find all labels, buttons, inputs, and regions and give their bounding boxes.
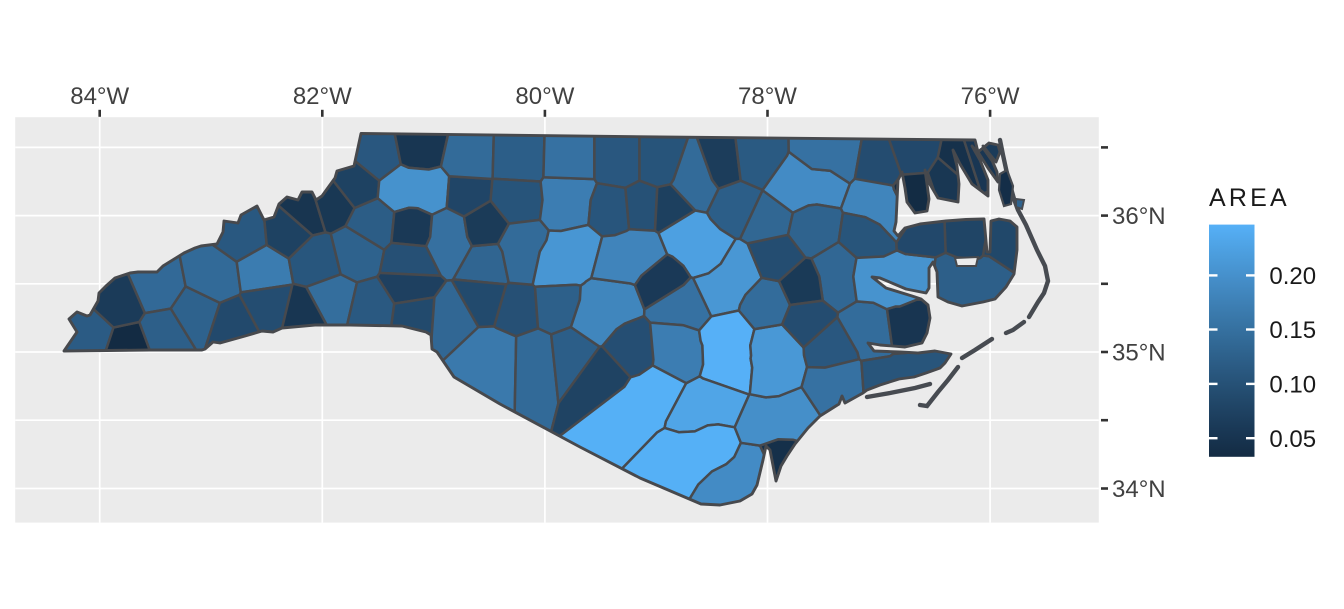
svg-text:0.15: 0.15 — [1269, 317, 1316, 344]
svg-text:34°N: 34°N — [1112, 476, 1166, 503]
svg-text:76°W: 76°W — [961, 83, 1020, 110]
svg-text:35°N: 35°N — [1112, 340, 1166, 367]
svg-text:0.10: 0.10 — [1269, 372, 1316, 399]
svg-text:0.20: 0.20 — [1269, 263, 1316, 290]
svg-text:78°W: 78°W — [738, 83, 797, 110]
svg-text:84°W: 84°W — [70, 83, 129, 110]
svg-text:0.05: 0.05 — [1269, 426, 1316, 453]
svg-text:AREA: AREA — [1209, 184, 1290, 212]
svg-text:80°W: 80°W — [515, 83, 574, 110]
svg-text:36°N: 36°N — [1112, 203, 1166, 230]
svg-text:82°W: 82°W — [293, 83, 352, 110]
